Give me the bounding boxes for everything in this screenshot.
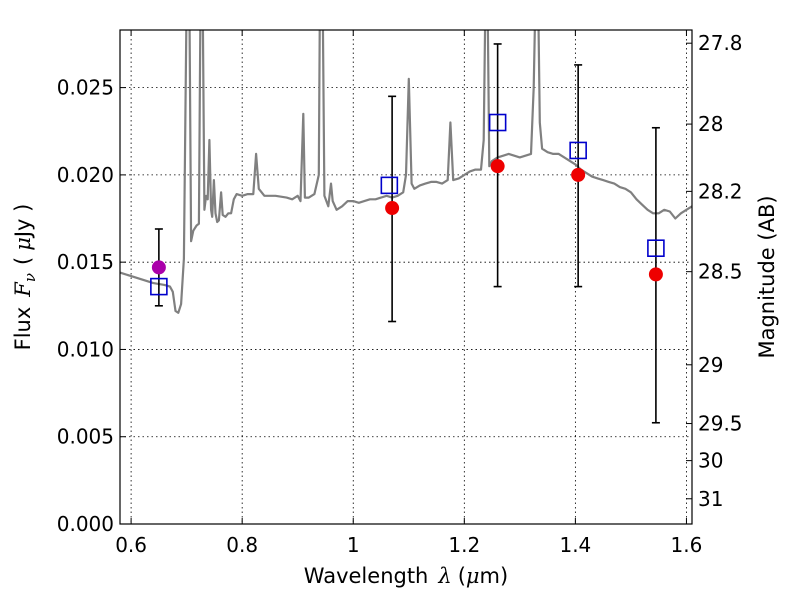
y2-axis-title: Magnitude (AB) (755, 195, 779, 358)
model-photometry-square (569, 141, 587, 160)
y-tick-label: 0.025 (57, 76, 114, 100)
observed-photometry-point (648, 267, 663, 282)
y2-tick-label: 30 (698, 449, 723, 473)
y2-tick-label: 28.5 (698, 260, 743, 284)
y-tick-label: 0.005 (57, 425, 114, 449)
y2-tick-label: 29 (698, 353, 723, 377)
marker-layer (150, 113, 665, 296)
observed-photometry-point (385, 201, 400, 216)
y-tick-label: 0.010 (57, 337, 114, 361)
plot-frame (119, 29, 693, 525)
y2-tick-label: 28.2 (698, 179, 743, 203)
model-photometry-square (647, 239, 665, 257)
model-photometry-square (150, 277, 168, 296)
x-tick-label: 1 (347, 533, 360, 557)
model-photometry-square (380, 176, 399, 195)
y-tick-label: 0.020 (57, 163, 114, 187)
observed-photometry-point (151, 260, 166, 275)
spectrum-layer (120, 30, 692, 314)
y-axis-title: FluxFν(μJy ) (11, 204, 39, 351)
x-tick-label: 1.4 (559, 533, 591, 557)
model-photometry-square (488, 113, 507, 132)
tick-layer: 0.6 0.8 1 1.2 1.4 1.6 0.000 0.005 0.010 0.015 0.02… (57, 30, 743, 557)
y-tick-label: 0.015 (57, 250, 114, 274)
spectrum-line (120, 30, 692, 314)
x-tick-label: 1.6 (671, 533, 703, 557)
y2-tick-label: 31 (698, 487, 723, 511)
observed-photometry-point (490, 159, 505, 174)
y-tick-label: 0.000 (57, 512, 114, 536)
x-axis-title: Wavelength λ (μm) (304, 564, 508, 588)
x-tick-label: 0.6 (115, 533, 147, 557)
y2-tick-label: 27.8 (698, 31, 743, 55)
observed-photometry-point (571, 167, 586, 182)
x-tick-label: 0.8 (226, 533, 258, 557)
y2-tick-label: 29.5 (698, 412, 743, 436)
x-tick-label: 1.2 (448, 533, 480, 557)
y2-tick-label: 28 (698, 112, 723, 136)
